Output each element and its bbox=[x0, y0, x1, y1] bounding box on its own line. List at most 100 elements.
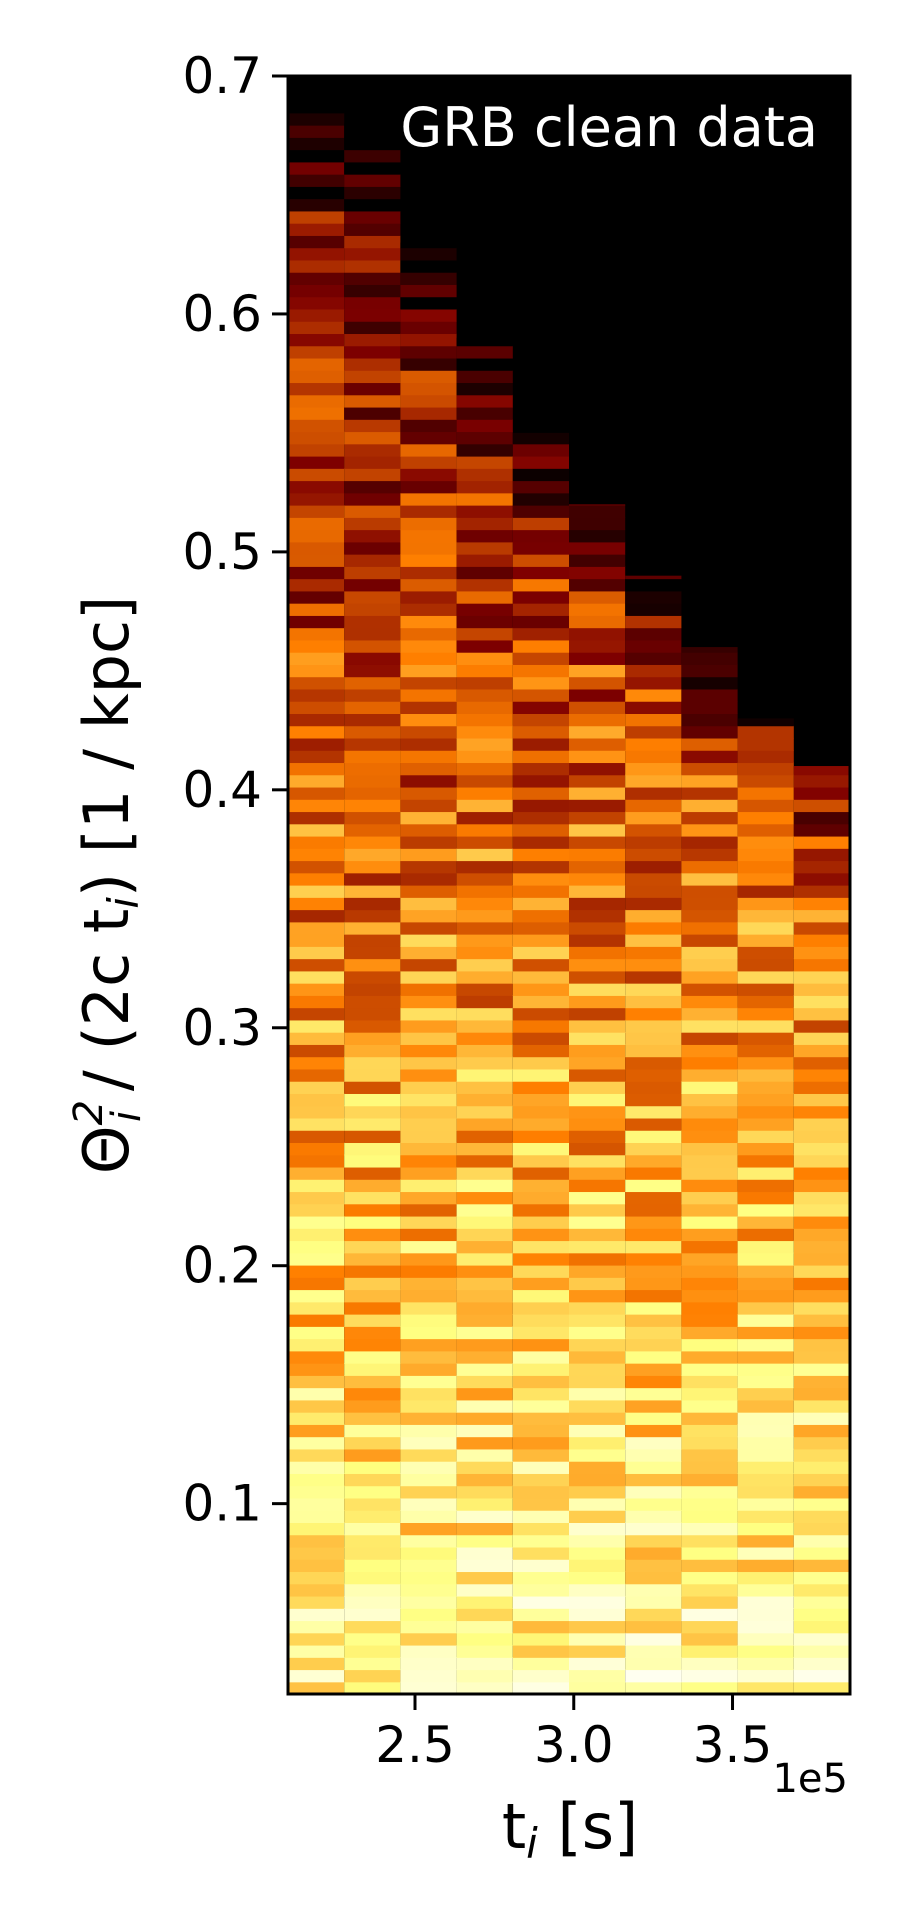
heatmap-cell bbox=[625, 627, 682, 641]
heatmap-cell bbox=[456, 1007, 513, 1021]
heatmap-cell bbox=[625, 1240, 682, 1254]
heatmap-cells bbox=[288, 76, 850, 1695]
heatmap-cell bbox=[512, 578, 569, 592]
heatmap-cell bbox=[288, 1461, 345, 1474]
heatmap-cell bbox=[681, 1571, 738, 1585]
heatmap-cell bbox=[681, 1510, 738, 1523]
heatmap-cell bbox=[512, 1522, 569, 1536]
heatmap-cell bbox=[625, 1375, 682, 1389]
heatmap-cell bbox=[625, 872, 682, 886]
heatmap-cell bbox=[512, 1203, 569, 1217]
heatmap-cell bbox=[681, 1644, 738, 1658]
heatmap-cell bbox=[569, 1559, 626, 1573]
heatmap-cell bbox=[288, 823, 345, 837]
heatmap-cell bbox=[400, 725, 457, 739]
heatmap-cell bbox=[288, 1019, 345, 1033]
heatmap-cell bbox=[625, 1179, 682, 1193]
heatmap-cell bbox=[737, 1620, 794, 1634]
heatmap-cell bbox=[344, 223, 401, 236]
heatmap-cell bbox=[737, 750, 794, 764]
heatmap-cell bbox=[400, 590, 457, 604]
heatmap-cell bbox=[681, 1044, 738, 1058]
heatmap-cell bbox=[512, 1412, 569, 1425]
heatmap-cell bbox=[344, 394, 401, 408]
heatmap-cell bbox=[344, 1081, 401, 1094]
heatmap-cell bbox=[344, 1277, 401, 1291]
heatmap-cell bbox=[344, 1546, 401, 1560]
heatmap-cell bbox=[400, 259, 457, 273]
heatmap-cell bbox=[737, 909, 794, 923]
heatmap-cell bbox=[288, 983, 345, 996]
x-tick-label: 3.5 bbox=[693, 1716, 773, 1774]
heatmap-cell bbox=[737, 1485, 794, 1499]
heatmap-cell bbox=[400, 1240, 457, 1254]
heatmap-cell bbox=[344, 713, 401, 727]
heatmap-cell bbox=[625, 1473, 682, 1487]
heatmap-cell bbox=[793, 774, 850, 788]
heatmap-cell bbox=[625, 1228, 682, 1242]
heatmap-cell bbox=[625, 1399, 682, 1413]
heatmap-cell bbox=[288, 909, 345, 923]
heatmap-cell bbox=[344, 1375, 401, 1389]
heatmap-cell bbox=[512, 1546, 569, 1560]
heatmap-cell bbox=[400, 1130, 457, 1144]
heatmap-cell bbox=[456, 541, 513, 555]
heatmap-cell bbox=[288, 394, 345, 408]
heatmap-cell bbox=[625, 713, 682, 727]
heatmap-cell bbox=[456, 517, 513, 531]
heatmap-cell bbox=[344, 1252, 401, 1266]
heatmap-cell bbox=[681, 1130, 738, 1144]
heatmap-cell bbox=[400, 431, 457, 445]
heatmap-cell bbox=[512, 970, 569, 984]
heatmap-cell bbox=[512, 885, 569, 898]
heatmap-cell bbox=[400, 1497, 457, 1511]
heatmap-cell bbox=[512, 639, 569, 653]
heatmap-cell bbox=[400, 774, 457, 788]
heatmap-cell bbox=[625, 1461, 682, 1474]
heatmap-cell bbox=[400, 750, 457, 764]
heatmap-cell bbox=[625, 1130, 682, 1144]
heatmap-cell bbox=[569, 1068, 626, 1082]
heatmap-cell bbox=[344, 370, 401, 384]
heatmap-cell bbox=[569, 1657, 626, 1671]
heatmap-cell bbox=[456, 676, 513, 690]
heatmap-cell bbox=[512, 762, 569, 776]
heatmap-cell bbox=[344, 210, 401, 224]
heatmap-cell bbox=[512, 492, 569, 506]
heatmap-cell bbox=[400, 983, 457, 996]
heatmap-cell bbox=[625, 1093, 682, 1107]
heatmap-cell bbox=[681, 1595, 738, 1609]
heatmap-cell bbox=[400, 627, 457, 641]
heatmap-cell bbox=[344, 1485, 401, 1499]
heatmap-cell bbox=[456, 762, 513, 776]
heatmap-cell bbox=[569, 1019, 626, 1033]
heatmap-cell bbox=[512, 1338, 569, 1352]
heatmap-cell bbox=[288, 1436, 345, 1450]
heatmap-cell bbox=[456, 468, 513, 482]
heatmap-cell bbox=[569, 1240, 626, 1254]
heatmap-cell bbox=[625, 1019, 682, 1033]
heatmap-cell bbox=[400, 1252, 457, 1266]
heatmap-cell bbox=[288, 1068, 345, 1082]
heatmap-cell bbox=[288, 1191, 345, 1205]
heatmap-cell bbox=[512, 713, 569, 727]
heatmap-cell bbox=[512, 1485, 569, 1499]
heatmap-cell bbox=[793, 799, 850, 813]
heatmap-cell bbox=[737, 1093, 794, 1107]
heatmap-cell bbox=[512, 627, 569, 641]
heatmap-cell bbox=[344, 921, 401, 935]
heatmap-cell bbox=[793, 1436, 850, 1450]
heatmap-cell bbox=[344, 357, 401, 371]
heatmap-cell bbox=[288, 1117, 345, 1131]
heatmap-cell bbox=[512, 1019, 569, 1033]
heatmap-cell bbox=[569, 505, 626, 518]
heatmap-cell bbox=[625, 1056, 682, 1070]
heatmap-cell bbox=[512, 1326, 569, 1340]
heatmap-cell bbox=[681, 664, 738, 678]
heatmap-cell bbox=[569, 1338, 626, 1352]
heatmap-cell bbox=[400, 652, 457, 665]
heatmap-cell bbox=[344, 737, 401, 751]
heatmap-cell bbox=[400, 946, 457, 960]
heatmap-cell bbox=[456, 995, 513, 1009]
heatmap-cell bbox=[456, 713, 513, 727]
